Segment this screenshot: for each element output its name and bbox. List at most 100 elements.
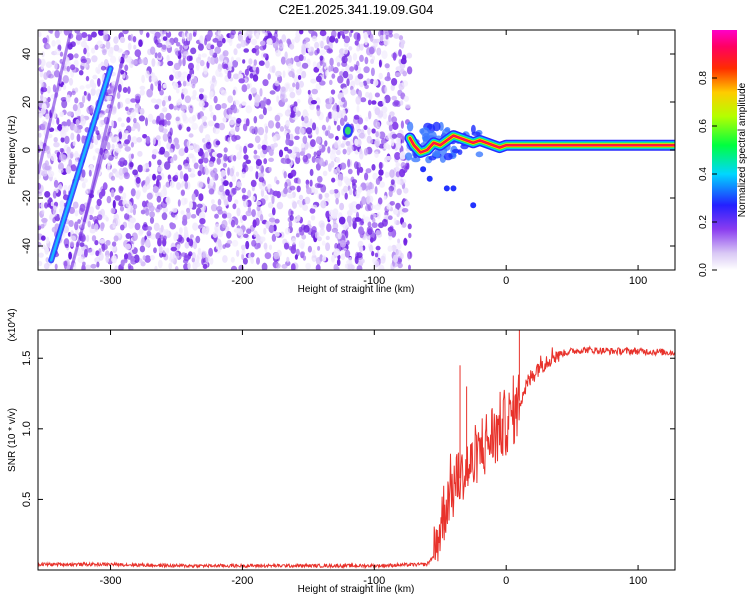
noise-speck bbox=[324, 192, 330, 199]
noise-speck bbox=[39, 140, 43, 149]
noise-speck bbox=[388, 230, 393, 237]
noise-speck bbox=[112, 222, 116, 229]
noise-speck bbox=[395, 202, 401, 211]
noise-speck bbox=[292, 82, 296, 88]
noise-speck bbox=[232, 203, 237, 210]
noise-speck bbox=[369, 33, 374, 42]
noise-speck bbox=[175, 42, 181, 47]
noise-speck bbox=[201, 250, 206, 259]
noise-speck bbox=[178, 124, 182, 131]
noise-speck bbox=[317, 246, 321, 251]
noise-speck bbox=[261, 262, 268, 270]
snr-frame bbox=[37, 329, 676, 571]
noise-speck bbox=[147, 113, 154, 122]
noise-speck bbox=[163, 119, 168, 128]
noise-speck bbox=[149, 255, 155, 261]
noise-speck bbox=[390, 179, 395, 186]
noise-speck bbox=[290, 169, 297, 177]
noise-speck bbox=[96, 214, 103, 221]
noise-speck bbox=[168, 136, 172, 144]
noise-speck bbox=[148, 205, 155, 212]
noise-speck bbox=[311, 88, 319, 95]
ridge-blob bbox=[457, 149, 463, 156]
noise-speck bbox=[319, 49, 327, 55]
noise-speck bbox=[363, 148, 369, 156]
snr-y-ticks: 0.5 1.0 1.5 bbox=[21, 351, 675, 507]
ridge-blob bbox=[450, 185, 457, 192]
noise-speck bbox=[357, 117, 364, 125]
noise-speck bbox=[141, 57, 148, 65]
noise-speck bbox=[188, 107, 193, 113]
noise-speck bbox=[367, 202, 373, 212]
noise-speck bbox=[382, 97, 386, 106]
noise-speck bbox=[87, 220, 91, 228]
noise-speck bbox=[177, 98, 182, 105]
noise-speck bbox=[64, 243, 69, 249]
noise-speck bbox=[313, 151, 317, 157]
noise-speck bbox=[399, 168, 406, 178]
noise-speck bbox=[133, 254, 140, 263]
noise-speck bbox=[161, 212, 168, 221]
noise-speck bbox=[166, 54, 170, 62]
noise-speck bbox=[320, 200, 327, 209]
noise-speck bbox=[325, 130, 329, 137]
noise-speck bbox=[333, 189, 339, 194]
noise-speck bbox=[378, 72, 383, 80]
noise-speck bbox=[383, 142, 390, 150]
noise-speck bbox=[352, 208, 358, 214]
noise-speck bbox=[111, 241, 117, 247]
noise-speck bbox=[337, 75, 344, 84]
noise-speck bbox=[229, 181, 233, 188]
noise-speck bbox=[263, 242, 268, 250]
noise-speck bbox=[38, 260, 43, 267]
noise-speck bbox=[148, 160, 152, 168]
noise-speck bbox=[310, 139, 316, 148]
noise-speck bbox=[339, 117, 345, 127]
noise-speck bbox=[195, 262, 201, 268]
noise-speck bbox=[156, 195, 162, 203]
noise-speck bbox=[363, 66, 370, 74]
noise-speck bbox=[238, 78, 245, 84]
noise-speck bbox=[190, 214, 197, 219]
noise-speck bbox=[150, 98, 157, 104]
noise-speck bbox=[74, 150, 79, 159]
noise-speck bbox=[378, 40, 385, 46]
noise-speck bbox=[279, 125, 285, 132]
noise-speck bbox=[384, 171, 389, 179]
noise-speck bbox=[151, 119, 157, 125]
noise-speck bbox=[344, 115, 348, 122]
noise-speck bbox=[309, 179, 313, 187]
noise-streak bbox=[82, 53, 126, 223]
noise-speck bbox=[186, 126, 191, 132]
noise-speck bbox=[227, 61, 233, 68]
noise-speck bbox=[250, 258, 254, 264]
noise-speck bbox=[328, 111, 332, 119]
noise-speck bbox=[74, 159, 79, 167]
noise-speck bbox=[289, 133, 294, 141]
noise-speck bbox=[251, 47, 257, 54]
noise-speck bbox=[255, 171, 259, 180]
noise-speck bbox=[305, 127, 313, 135]
noise-speck bbox=[240, 39, 247, 48]
noise-speck bbox=[118, 167, 124, 176]
noise-speck bbox=[300, 242, 305, 250]
noise-speck bbox=[219, 54, 224, 61]
noise-speck bbox=[84, 189, 89, 196]
noise-speck bbox=[395, 66, 402, 72]
noise-speck bbox=[374, 252, 379, 258]
noise-speck bbox=[311, 156, 316, 163]
noise-speck bbox=[59, 148, 64, 153]
noise-speck bbox=[315, 136, 322, 145]
noise-speck bbox=[75, 118, 80, 127]
noise-speck bbox=[188, 116, 195, 124]
noise-speck bbox=[156, 60, 161, 67]
noise-speck bbox=[182, 57, 186, 67]
noise-speck bbox=[74, 87, 79, 93]
ridge-blob bbox=[404, 152, 413, 161]
noise-speck bbox=[155, 98, 162, 105]
noise-speck bbox=[292, 146, 299, 153]
noise-speck bbox=[364, 172, 369, 181]
y-tick-label: 1.0 bbox=[21, 421, 33, 436]
noise-speck bbox=[102, 49, 107, 56]
noise-speck bbox=[370, 58, 375, 64]
